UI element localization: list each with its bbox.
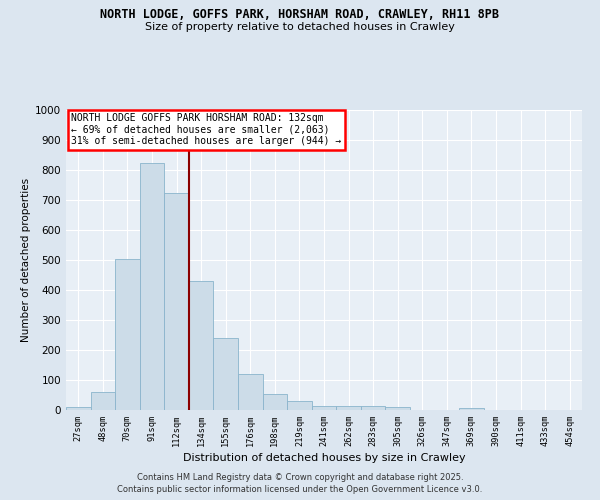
Bar bbox=[66, 407, 91, 410]
Text: NORTH LODGE, GOFFS PARK, HORSHAM ROAD, CRAWLEY, RH11 8PB: NORTH LODGE, GOFFS PARK, HORSHAM ROAD, C… bbox=[101, 8, 499, 20]
Bar bbox=[459, 408, 484, 410]
Bar bbox=[91, 392, 115, 410]
Text: Contains public sector information licensed under the Open Government Licence v3: Contains public sector information licen… bbox=[118, 485, 482, 494]
X-axis label: Distribution of detached houses by size in Crawley: Distribution of detached houses by size … bbox=[182, 454, 466, 464]
Bar bbox=[214, 338, 238, 410]
Bar bbox=[115, 258, 140, 410]
Bar bbox=[361, 406, 385, 410]
Bar bbox=[238, 374, 263, 410]
Bar bbox=[263, 394, 287, 410]
Y-axis label: Number of detached properties: Number of detached properties bbox=[21, 178, 31, 342]
Bar bbox=[287, 401, 312, 410]
Bar bbox=[312, 406, 336, 410]
Text: Size of property relative to detached houses in Crawley: Size of property relative to detached ho… bbox=[145, 22, 455, 32]
Bar bbox=[140, 162, 164, 410]
Bar bbox=[336, 406, 361, 410]
Bar bbox=[189, 281, 214, 410]
Text: NORTH LODGE GOFFS PARK HORSHAM ROAD: 132sqm
← 69% of detached houses are smaller: NORTH LODGE GOFFS PARK HORSHAM ROAD: 132… bbox=[71, 113, 341, 146]
Bar bbox=[164, 192, 189, 410]
Bar bbox=[385, 407, 410, 410]
Text: Contains HM Land Registry data © Crown copyright and database right 2025.: Contains HM Land Registry data © Crown c… bbox=[137, 472, 463, 482]
